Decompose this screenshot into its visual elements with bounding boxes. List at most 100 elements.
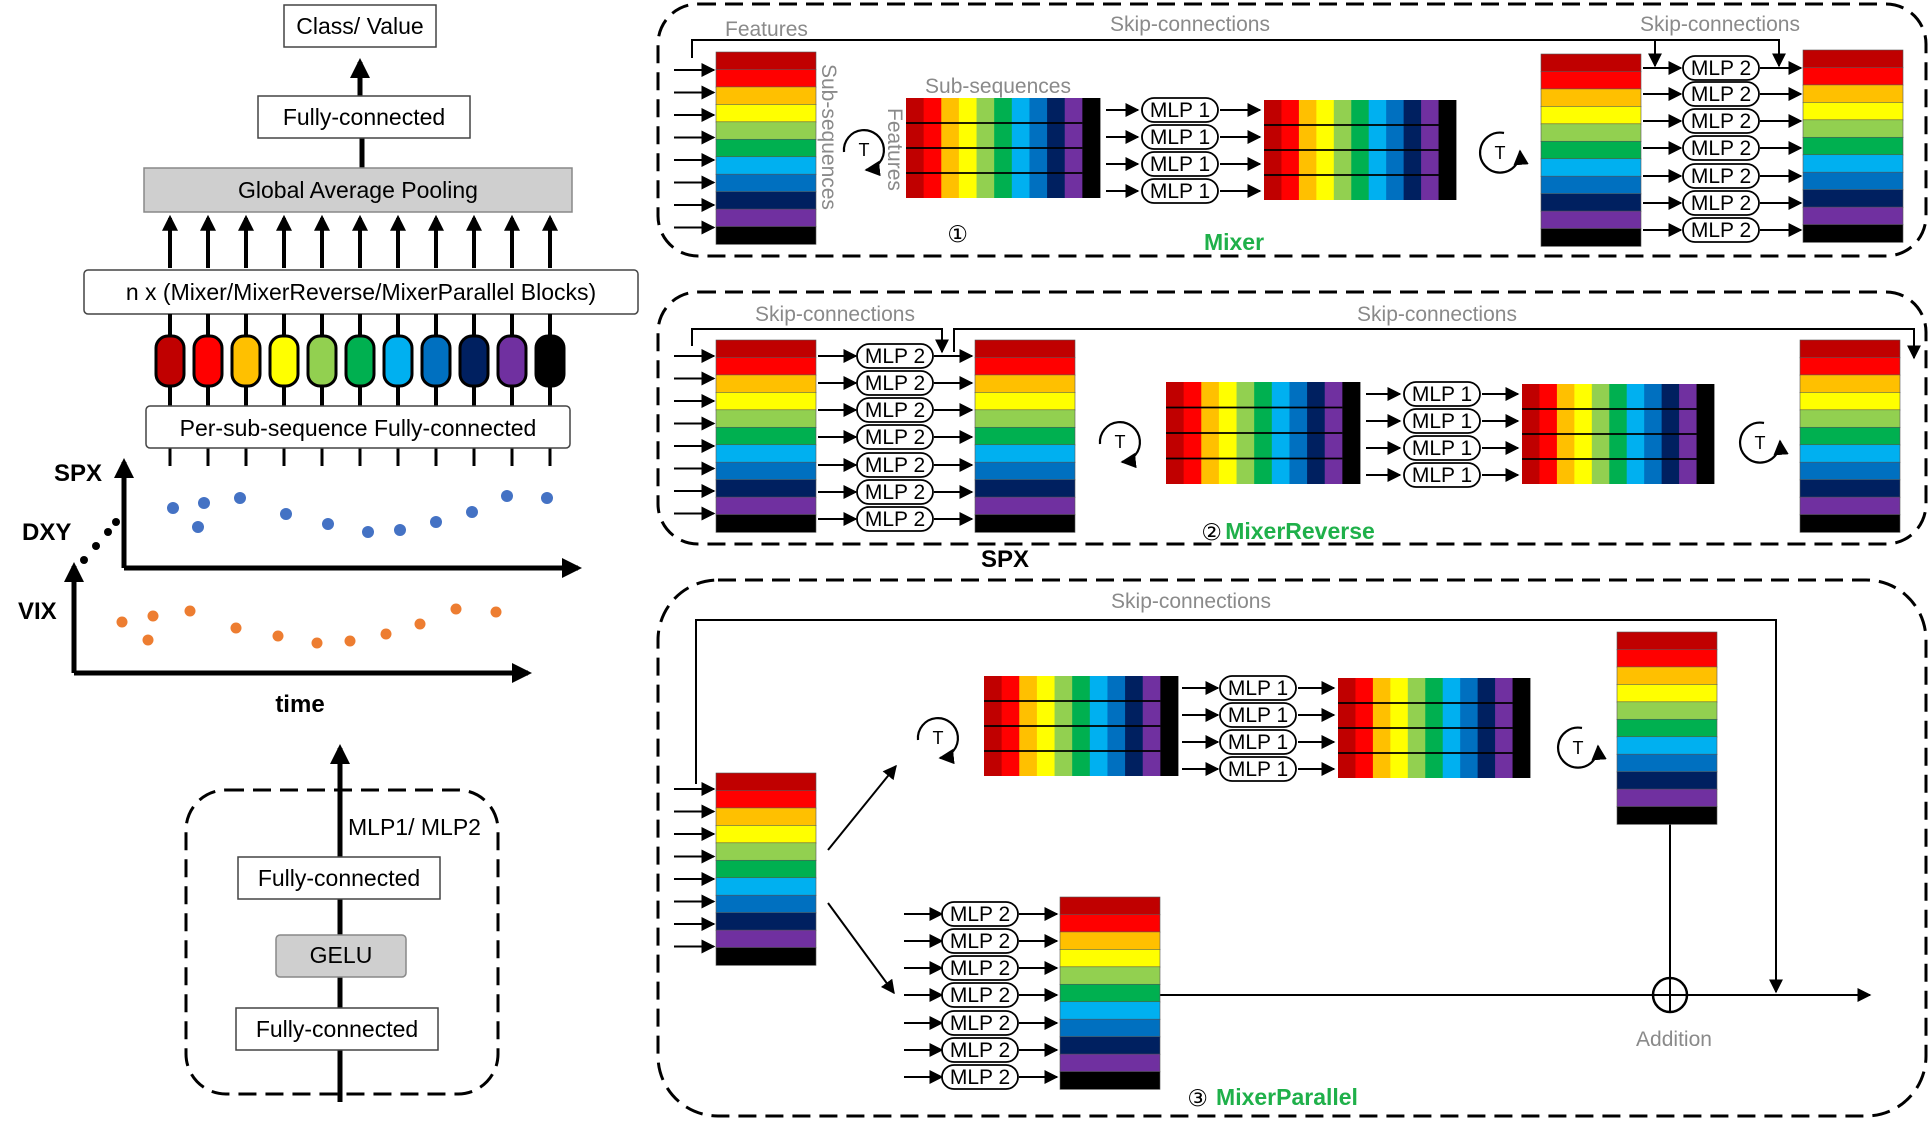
transpose-label: T <box>1495 143 1506 163</box>
mlp-pill-shape <box>1219 675 1297 701</box>
reverse-output-stack <box>1799 339 1901 533</box>
mlp-pill-shape <box>856 452 934 478</box>
feature-band <box>974 339 1076 359</box>
feature-band <box>1802 189 1904 208</box>
vix-point <box>414 618 426 630</box>
spx-point <box>280 508 292 520</box>
feature-band <box>1802 84 1904 104</box>
vix-point <box>147 610 159 622</box>
parallel-number: ③ <box>1187 1085 1208 1111</box>
mlp-pill-shape <box>1219 729 1297 755</box>
token-capsule <box>496 334 528 388</box>
feature-band <box>715 121 817 140</box>
parallel-channel-output-stack <box>1059 896 1161 1090</box>
spx-point <box>167 502 179 514</box>
feature-band <box>1799 392 1901 411</box>
feature-band <box>1059 1036 1161 1055</box>
mlp-pill-shape <box>1403 462 1481 488</box>
transpose-icon: T <box>842 129 886 177</box>
mixer-transposed-back-stack <box>1540 53 1642 247</box>
feature-band <box>715 444 817 463</box>
parallel-transposed-matrix <box>984 676 1179 776</box>
spx-point <box>322 518 334 530</box>
mixer-reverse-block: Skip-connections Skip-connections ② Mixe… <box>691 303 1921 573</box>
feature-band <box>715 208 817 228</box>
mlp-pill-label: MLP 1 <box>1228 704 1288 727</box>
feature-band <box>1059 896 1161 916</box>
class-value-label: Class/ Value <box>296 13 423 39</box>
mlp-pill: MLP 1 <box>1219 702 1297 728</box>
feature-band <box>1799 374 1901 394</box>
transpose-label: T <box>1115 432 1126 452</box>
parallel-token-output-stack <box>1616 631 1718 825</box>
parallel-title: MixerParallel <box>1216 1084 1358 1110</box>
feature-band <box>1616 631 1718 651</box>
transpose-icon: T <box>1098 421 1142 469</box>
mlp-pill-label: MLP 2 <box>950 1039 1010 1062</box>
mlp-pill: MLP 1 <box>1403 462 1481 488</box>
feature-band <box>1799 357 1901 376</box>
feature-band <box>1802 49 1904 69</box>
feature-band <box>974 392 1076 411</box>
mlp-pill-shape <box>941 901 1019 927</box>
feature-band <box>715 912 817 931</box>
mlp-pill-shape <box>856 479 934 505</box>
feature-band <box>715 156 817 175</box>
mlp-pill: MLP 2 <box>941 901 1019 927</box>
mlp-pill: MLP 2 <box>856 452 934 478</box>
token-capsule <box>458 334 490 388</box>
mlp-pill-shape <box>1682 135 1760 161</box>
feature-band <box>1799 496 1901 516</box>
mlp-pill: MLP 2 <box>856 506 934 532</box>
mlp-pill-label: MLP 1 <box>1412 410 1472 433</box>
per-sub-sequence-box <box>145 405 571 449</box>
mlp-pill-label: MLP 2 <box>1691 165 1751 188</box>
mlp-pill: MLP 1 <box>1141 124 1219 150</box>
gelu-label: GELU <box>310 942 373 968</box>
mlp-pill-shape <box>1682 108 1760 134</box>
transpose-icon: T <box>1739 421 1789 464</box>
reverse-input-stack <box>715 339 817 533</box>
feature-band <box>715 842 817 861</box>
mixer-features-vertical: Features <box>883 108 906 191</box>
feature-band <box>1540 53 1642 73</box>
feature-band <box>1059 1001 1161 1020</box>
reverse-transposed-matrix <box>1166 382 1361 484</box>
feature-band <box>1540 88 1642 108</box>
feature-band <box>715 409 817 428</box>
mlp-pill: MLP 1 <box>1403 435 1481 461</box>
mlp-pill-label: MLP 2 <box>865 508 925 531</box>
feature-band <box>715 392 817 411</box>
feature-band <box>1799 461 1901 481</box>
mlp-pill: MLP 2 <box>1682 217 1760 243</box>
transpose-icon: T <box>1479 131 1529 174</box>
left-panel: Class/ Value Fully-connected Global Aver… <box>18 4 639 1102</box>
token-capsule <box>382 334 414 388</box>
feature-band <box>715 226 817 245</box>
vix-point <box>230 622 242 634</box>
spx-point <box>198 497 210 509</box>
feature-band <box>715 191 817 210</box>
mlp-pill-shape <box>1682 81 1760 107</box>
mlp-pill-label: MLP 1 <box>1150 99 1210 122</box>
feature-band <box>715 479 817 498</box>
feature-band <box>974 461 1076 481</box>
mlp-pill: MLP 2 <box>941 982 1019 1008</box>
vix-point <box>380 628 392 640</box>
blocks-label: n x (Mixer/MixerReverse/MixerParallel Bl… <box>126 279 596 305</box>
feature-column <box>1342 382 1361 484</box>
mlp-pill: MLP 2 <box>1682 55 1760 81</box>
mlp-pill: MLP 2 <box>1682 163 1760 189</box>
feature-band <box>1540 140 1642 160</box>
mlp-pill: MLP 2 <box>941 955 1019 981</box>
mlp-pill-label: MLP 1 <box>1150 180 1210 203</box>
mlp-pill-label: MLP 1 <box>1150 126 1210 149</box>
vix-point <box>450 603 462 615</box>
feature-band <box>1616 753 1718 773</box>
feature-band <box>1799 444 1901 463</box>
mixer-features-label: Features <box>725 18 808 41</box>
feature-band <box>1540 71 1642 90</box>
feature-band <box>1802 136 1904 156</box>
feature-band <box>1540 175 1642 195</box>
feature-band <box>715 790 817 809</box>
